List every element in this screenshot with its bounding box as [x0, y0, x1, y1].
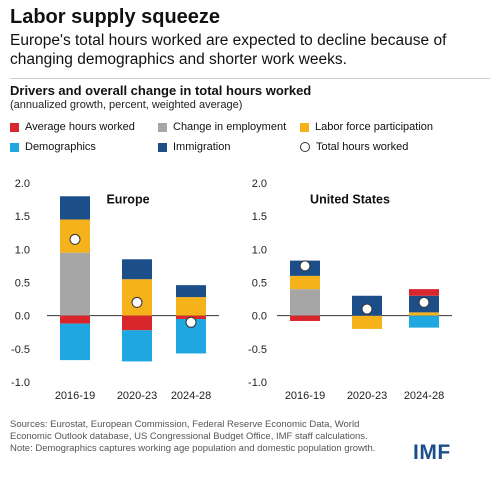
legend-item-avg-hours: Average hours worked: [10, 121, 135, 133]
legend-item-participation: Labor force participation: [300, 121, 433, 133]
page-subtitle: Europe's total hours worked are expected…: [10, 32, 447, 68]
x-tick-label: 2024-28: [404, 390, 444, 402]
legend-swatch-participation: [300, 122, 309, 132]
y-tick-label: 0.0: [15, 311, 30, 323]
y-tick-label: 1.5: [15, 211, 30, 223]
total-marker: [299, 260, 311, 272]
legend-swatch-demographics: [10, 142, 19, 152]
y-tick-label: 0.5: [252, 278, 267, 290]
x-tick-label: 2024-28: [171, 390, 211, 402]
imf-logo: IMF: [413, 441, 451, 464]
bar-segment-demographics: [122, 330, 152, 362]
legend-label-avg-hours: Average hours worked: [25, 121, 135, 133]
bar-segment-participation: [409, 312, 439, 316]
y-tick-label: -0.5: [248, 344, 267, 356]
bar-segment-avg_hours: [290, 315, 320, 321]
bar-segment-participation: [176, 297, 206, 316]
bar-segment-demographics: [60, 323, 90, 361]
y-tick-label: 2.0: [15, 178, 30, 190]
note-text: Note: Demographics captures working age …: [10, 443, 376, 454]
y-tick-label: -1.0: [11, 377, 30, 389]
bar-segment-immigration: [60, 196, 90, 220]
legend-item-employment: Change in employment: [158, 121, 286, 133]
y-tick-label: 1.0: [15, 244, 30, 256]
chart-title: Drivers and overall change in total hour…: [10, 83, 312, 98]
legend-label-immigration: Immigration: [173, 141, 231, 153]
y-tick-label: 0.5: [15, 278, 30, 290]
y-tick-label: -0.5: [11, 344, 30, 356]
total-marker: [418, 296, 430, 308]
panel-title: Europe: [106, 193, 149, 207]
bar-segment-demographics: [409, 315, 439, 328]
bar-segment-avg_hours: [60, 315, 90, 324]
y-tick-label: -1.0: [248, 377, 267, 389]
y-tick-label: 1.5: [252, 211, 267, 223]
legend-swatch-avg-hours: [10, 122, 19, 132]
bar-segment-avg_hours: [122, 315, 152, 331]
legend-swatch-immigration: [158, 142, 167, 152]
x-tick-label: 2020-23: [117, 390, 157, 402]
bar-segment-employment: [290, 289, 320, 316]
legend-label-participation: Labor force participation: [315, 121, 434, 133]
total-marker: [361, 303, 373, 315]
total-marker: [69, 233, 81, 245]
bar-segment-participation: [352, 315, 382, 329]
chart-subtitle: (annualized growth, percent, weighted av…: [10, 99, 243, 111]
panel-title: United States: [310, 193, 390, 207]
legend-label-demographics: Demographics: [25, 141, 96, 153]
x-tick-label: 2016-19: [55, 390, 95, 402]
total-marker: [185, 316, 197, 328]
bar-segment-immigration: [176, 285, 206, 298]
chart-sources: Sources: Eurostat, European Commission, …: [10, 419, 400, 455]
y-tick-label: 1.0: [252, 244, 267, 256]
chart-area: 2.0 1.5 1.0 0.5 0.0 -0.5 -1.0 Europe 2016-19 2020…: [11, 178, 452, 402]
sources-text: Sources: Eurostat, European Commission, …: [10, 419, 368, 442]
x-tick-label: 2020-23: [347, 390, 387, 402]
legend-label-employment: Change in employment: [173, 121, 287, 133]
title-divider: [10, 78, 490, 79]
legend-swatch-employment: [158, 122, 167, 132]
page-title: Labor supply squeeze: [10, 6, 221, 28]
bar-segment-employment: [60, 252, 90, 316]
x-tick-label: 2016-19: [285, 390, 325, 402]
bar-segment-immigration: [122, 259, 152, 280]
total-marker: [131, 296, 143, 308]
legend-item-total: Total hours worked: [300, 141, 408, 153]
legend-marker-total: [300, 142, 310, 152]
bar-segment-avg_hours: [409, 289, 439, 296]
legend-item-demographics: Demographics: [10, 141, 96, 153]
bar-segment-participation: [290, 275, 320, 290]
y-tick-label: 0.0: [252, 311, 267, 323]
y-tick-label: 2.0: [252, 178, 267, 190]
legend-item-immigration: Immigration: [158, 141, 230, 153]
legend-label-total: Total hours worked: [316, 141, 409, 153]
